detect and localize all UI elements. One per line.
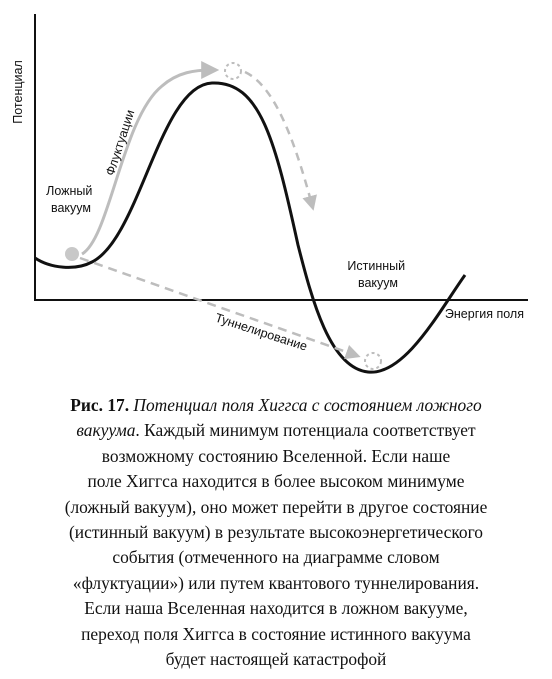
caption-figure-label: Рис. 17.	[70, 395, 130, 415]
fluctuation-arrow	[81, 61, 220, 256]
caption-line-2-rest: . Каждый минимум потенциала соответствуе…	[135, 420, 476, 441]
ghost-ball-bottom	[364, 352, 382, 370]
false-vacuum-label: Ложный вакуум	[46, 184, 96, 215]
caption-line-2: вакуума. Каждый минимум потенциала соотв…	[20, 418, 532, 443]
potential-curve	[34, 81, 467, 374]
caption-title-part1: Потенциал поля Хиггса с состоянием ложно…	[133, 395, 482, 415]
caption-line-9: Если наша Вселенная находится в ложном в…	[84, 598, 468, 619]
ghost-ball-top	[224, 62, 242, 80]
tunneling-arrow	[79, 256, 361, 360]
caption-line-8: «флуктуации») или путем квантового тунне…	[72, 572, 480, 593]
caption-line-7: события (отмеченного на диаграмме словом	[112, 547, 440, 568]
barrier-descent-arrow	[244, 70, 317, 211]
false-vacuum-ball	[65, 247, 79, 261]
x-axis-label: Энергия поля	[445, 307, 524, 321]
caption-line-6: (истинный вакуум) в результате высокоэне…	[69, 522, 483, 543]
y-axis-label: Потенциал	[11, 60, 25, 124]
caption-line-10: переход поля Хиггса в состояние истинног…	[81, 623, 471, 644]
caption-line-1: Рис. 17. Потенциал поля Хиггса с состоян…	[20, 393, 532, 418]
figure-caption: Рис. 17. Потенциал поля Хиггса с состоян…	[20, 393, 532, 672]
caption-line-4: поле Хиггса находится в более высоком ми…	[87, 471, 465, 492]
higgs-potential-diagram: Потенциал Энергия поля Ложный вакуум Ист…	[11, 14, 528, 374]
caption-title-part2: вакуума	[76, 420, 136, 441]
caption-line-5: (ложный вакуум), оно может перейти в дру…	[64, 496, 488, 517]
tunneling-label: Туннелирование	[213, 311, 309, 354]
caption-line-3: возможному состоянию Вселенной. Если наш…	[101, 445, 451, 466]
caption-line-11: будет настоящей катастрофой	[165, 649, 387, 670]
true-vacuum-label: Истинный вакуум	[347, 259, 408, 290]
